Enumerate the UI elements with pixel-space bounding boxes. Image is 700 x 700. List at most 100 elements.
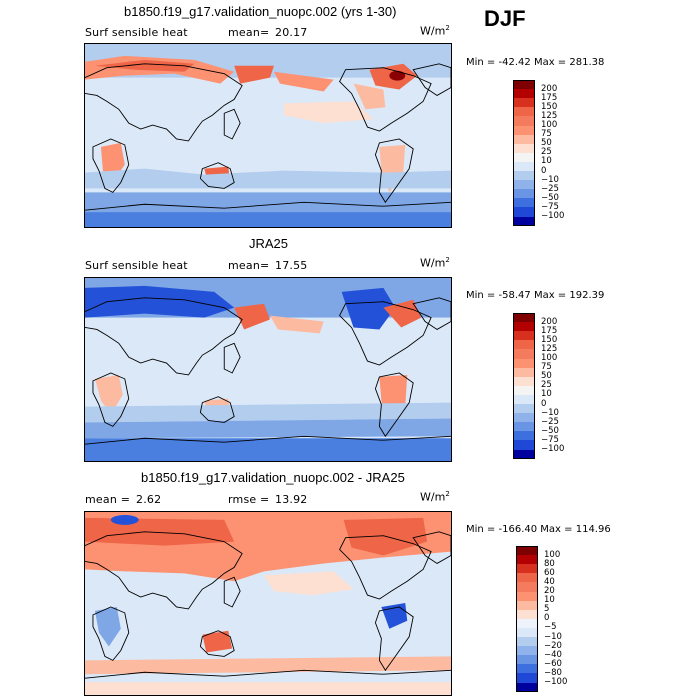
colorbar-swatch (513, 98, 535, 108)
colorbar-swatch (513, 331, 535, 341)
colorbar-swatch (516, 582, 538, 593)
colorbar-tick-label: −80 (544, 667, 562, 678)
colorbar-swatch (513, 440, 535, 451)
colorbar-swatch (513, 376, 535, 387)
panel3-unit: W/m2 (420, 490, 450, 504)
colorbar-swatch (516, 564, 538, 574)
colorbar-tick-label: −5 (544, 622, 557, 633)
colorbar-swatch (513, 143, 535, 154)
coastline (199, 630, 235, 657)
colorbar-swatch (513, 116, 535, 127)
colorbar-swatch (513, 125, 535, 136)
coastline (374, 606, 414, 672)
coastline (85, 63, 243, 142)
coastline (85, 201, 451, 211)
coastline (199, 162, 235, 189)
panel3-mean-label: mean = (85, 493, 131, 506)
panel1-mean-label: mean= (228, 26, 270, 39)
colorbar-swatch (516, 618, 538, 629)
colorbar-swatch (516, 573, 538, 583)
field-band-antarctic (85, 212, 451, 227)
colorbar-tick-label: 0 (541, 165, 547, 176)
coastline (92, 606, 130, 661)
colorbar-tick-label: 100 (541, 353, 558, 363)
colorbar-swatch (513, 89, 535, 99)
colorbar-swatch (513, 161, 535, 172)
colorbar-tick-label: 50 (541, 371, 552, 382)
colorbar-swatch (513, 107, 535, 117)
colorbar-swatch (513, 340, 535, 350)
colorbar-swatch (513, 385, 535, 396)
colorbar-tick-label: 40 (544, 576, 555, 587)
field-north-america (353, 83, 386, 110)
colorbar-tick-label: 25 (541, 147, 552, 158)
colorbar-tick-label: −75 (541, 434, 559, 445)
colorbar-tick-label: 20 (544, 586, 555, 596)
colorbar-tick-label: −10 (544, 631, 562, 642)
panel2-title: JRA25 (249, 236, 289, 251)
field-band-antarctic (85, 682, 451, 695)
colorbar-swatch (513, 80, 535, 90)
colorbar-swatch (513, 404, 535, 414)
colorbar-swatch (513, 152, 535, 163)
colorbar-tick-label: 25 (541, 380, 552, 391)
panel3-mean-value: 2.62 (136, 493, 162, 506)
panel1-minmax: Min = -42.42 Max = 281.38 (466, 57, 605, 68)
field-africa-diff (94, 606, 121, 647)
colorbar-tick-label: 150 (541, 101, 558, 112)
coastline (374, 138, 414, 204)
colorbar-swatch (516, 646, 538, 656)
colorbar-tick-label: −50 (541, 425, 559, 436)
colorbar-swatch (513, 207, 535, 218)
colorbar-swatch (513, 394, 535, 405)
panel1-mean-value: 20.17 (275, 26, 308, 39)
colorbar-swatch (513, 349, 535, 360)
panel3-minmax: Min = -166.40 Max = 114.96 (466, 524, 611, 535)
field-arctic-negative (110, 514, 139, 525)
field-southern-ocean-diff (85, 656, 451, 675)
coastline (85, 435, 451, 445)
colorbar-swatch (516, 655, 538, 665)
colorbar-tick-label: −10 (541, 174, 559, 185)
colorbar-swatch (513, 198, 535, 208)
field-gulf-stream (383, 299, 422, 328)
field-subtropic-diff (264, 571, 354, 596)
colorbar-tick-label: −60 (544, 658, 562, 669)
field-southern-ocean (85, 402, 451, 423)
coastline (339, 535, 432, 600)
coastline (339, 301, 432, 366)
colorbar-swatch (513, 422, 535, 432)
colorbar-tick-label: 75 (541, 129, 552, 140)
colorbar-swatch (513, 358, 535, 369)
colorbar-tick-label: −25 (541, 416, 559, 427)
colorbar-tick-label: 0 (544, 613, 550, 624)
colorbar-tick-label: 200 (541, 83, 558, 94)
coastline (223, 342, 241, 374)
colorbar-swatch (513, 367, 535, 378)
coastline (412, 63, 451, 96)
colorbar-tick-label: 75 (541, 362, 552, 373)
panel3-rmse-value: 13.92 (275, 493, 308, 506)
colorbar-tick-label: −100 (544, 677, 568, 687)
coastline (339, 67, 432, 132)
colorbar-swatch (513, 216, 535, 227)
panel1-map (84, 43, 452, 228)
panel1-title: b1850.f19_g17.validation_nuopc.002 (yrs … (124, 4, 397, 19)
coastline (85, 531, 243, 610)
field-eurasia-cold (85, 285, 235, 318)
colorbar-tick-label: 125 (541, 343, 558, 354)
coastline (199, 396, 235, 423)
coastline (412, 531, 451, 564)
panel2-mean-value: 17.55 (275, 259, 308, 272)
colorbar-tick-label: 175 (541, 92, 558, 103)
colorbar-swatch (513, 134, 535, 145)
field-kuroshio (234, 65, 274, 84)
colorbar-tick-label: 10 (541, 156, 552, 167)
panel3-map (84, 511, 452, 696)
coastline (223, 576, 241, 608)
colorbar-swatch (516, 546, 538, 556)
colorbar-tick-label: −25 (541, 183, 559, 194)
panel3-rmse-label: rmse = (228, 493, 270, 506)
colorbar-swatch (513, 189, 535, 199)
field-north-pacific (269, 315, 324, 334)
